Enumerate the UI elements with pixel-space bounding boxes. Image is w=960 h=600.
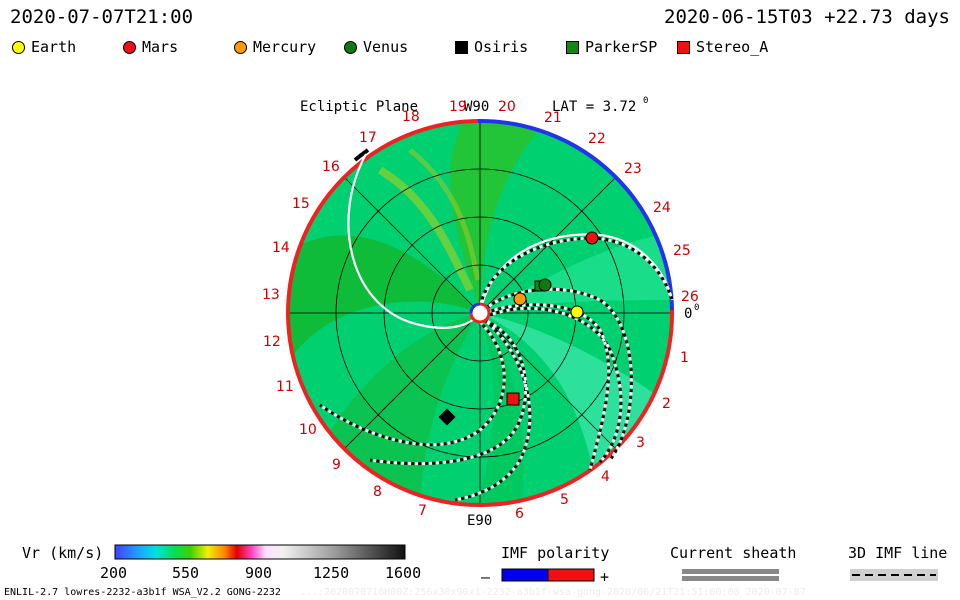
legend-earth: Earth <box>12 38 76 56</box>
velocity-colorbar <box>114 544 406 560</box>
legend-venus: Venus <box>344 38 408 56</box>
imf-polarity-plus: + <box>600 568 609 586</box>
colorbar-ticks: 200 550 900 1250 1600 <box>100 564 421 582</box>
venus-marker-icon <box>344 40 357 54</box>
sun-polarity-arc <box>469 302 481 314</box>
rim-number: 18 <box>402 109 420 125</box>
legend-label: Mercury <box>253 38 317 56</box>
legend-label: Stereo_A <box>696 38 769 56</box>
rim-number: 23 <box>624 161 642 177</box>
rim-number: 15 <box>292 196 310 212</box>
osiris-marker-icon <box>455 40 468 54</box>
colorbar-label: Vr (km/s) <box>22 544 103 562</box>
earth-marker-icon <box>12 40 25 54</box>
latitude-degree: 0 <box>643 96 648 106</box>
rim-number: 13 <box>262 287 280 303</box>
legend-osiris: Osiris <box>455 38 528 56</box>
colorbar-tick: 1250 <box>313 564 349 582</box>
rim-number: 9 <box>332 457 341 473</box>
imf-polarity-title: IMF polarity <box>501 544 609 562</box>
legend-label: ParkerSP <box>585 38 658 56</box>
rim-negative <box>286 119 675 507</box>
legend-stereo-a: Stereo_A <box>677 38 768 56</box>
legend-mars: Mars <box>123 38 178 56</box>
rim-number: 20 <box>498 99 516 115</box>
current-time: 2020-07-07T21:00 <box>10 6 194 28</box>
rim-number: 25 <box>673 243 691 259</box>
rim-sheath-segment <box>353 148 370 162</box>
stereo-a-marker-icon <box>677 40 690 54</box>
rim-number: 26 <box>681 289 699 305</box>
legend-label: Venus <box>363 38 409 56</box>
body-legend: Earth Mars Mercury Venus Osiris ParkerSP… <box>0 38 960 60</box>
reference-time: 2020-06-15T03 +22.73 days <box>664 6 950 28</box>
rim-number: 16 <box>322 159 340 175</box>
colorbar-tick: 1600 <box>385 564 421 582</box>
rim-number: 7 <box>418 503 427 519</box>
rim-number: 24 <box>653 200 671 216</box>
mars-marker-icon <box>123 40 136 54</box>
colorbar-tick: 550 <box>172 564 199 582</box>
rim-number: 4 <box>601 469 610 485</box>
earth-marker-icon[interactable] <box>570 305 584 319</box>
legend-label: Earth <box>31 38 77 56</box>
plot-title: Ecliptic Plane <box>300 99 418 115</box>
mercury-marker-icon[interactable] <box>513 292 527 306</box>
model-footer: ENLIL-2.7 lowres-2232-a3b1f WSA_V2.2 GON… <box>4 587 281 598</box>
rim-number: 14 <box>272 240 290 256</box>
zero-degree: 0 <box>694 303 699 313</box>
rim-number: 17 <box>359 130 377 146</box>
legend-label: Mars <box>142 38 179 56</box>
colorbar-tick: 200 <box>100 564 127 582</box>
rim-number: 11 <box>276 379 294 395</box>
rim-positive <box>477 118 674 311</box>
rim-number: 6 <box>515 506 524 522</box>
rim-number: 21 <box>544 110 562 126</box>
osiris-marker-icon[interactable] <box>438 408 456 426</box>
legend-mercury: Mercury <box>234 38 316 56</box>
imf-lines-white <box>319 236 674 502</box>
polarity-negative-swatch <box>501 568 549 582</box>
rim-number: 3 <box>636 435 645 451</box>
rim-numbers: 1 2 3 4 5 6 7 8 9 10 11 12 13 14 15 16 1… <box>262 99 699 522</box>
latitude-label: LAT = 3.72 <box>552 99 636 115</box>
current-sheath-title: Current sheath <box>670 544 796 562</box>
rim-number: 1 <box>680 350 689 366</box>
polarity-positive-swatch <box>547 568 595 582</box>
e90-label: E90 <box>467 513 492 529</box>
mars-marker-icon[interactable] <box>585 231 599 245</box>
rim-number: 5 <box>560 492 569 508</box>
imf-line-title: 3D IMF line <box>848 544 947 562</box>
venus-marker-icon[interactable] <box>538 278 552 292</box>
rim-number: 2 <box>662 396 671 412</box>
rim-number: 19 <box>449 99 467 115</box>
legend-parkersp: ParkerSP <box>566 38 657 56</box>
stereo-a-marker-icon[interactable] <box>506 392 520 406</box>
colorbar-tick: 900 <box>245 564 272 582</box>
run-id-footer: ...:2020070716H00Z:256x30x90x1-2232-a3b1… <box>300 587 806 598</box>
rim-number: 22 <box>588 131 606 147</box>
zero-label: 0 <box>684 306 692 322</box>
rim-number: 10 <box>299 422 317 438</box>
w90-label: W90 <box>464 99 489 115</box>
current-sheath-line <box>347 153 479 329</box>
parkersp-marker-icon <box>566 40 579 54</box>
imf-polarity-minus: – <box>481 568 491 586</box>
mercury-marker-icon <box>234 40 247 54</box>
rim-number: 12 <box>263 334 281 350</box>
legend-label: Osiris <box>474 38 529 56</box>
rim-number: 8 <box>373 484 382 500</box>
